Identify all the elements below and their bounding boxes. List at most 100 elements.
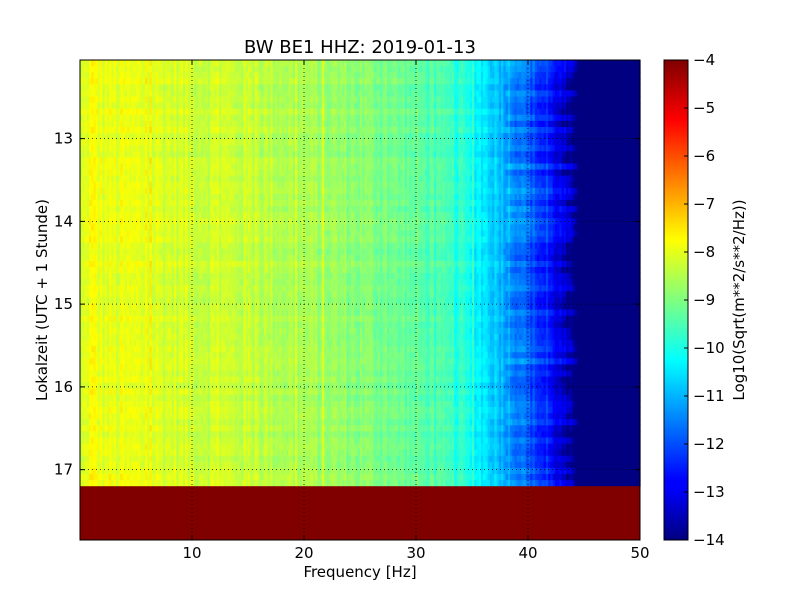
heatmap-cell: [216, 102, 220, 110]
heatmap-cell: [158, 96, 162, 104]
heatmap-cell: [536, 66, 540, 73]
heatmap-cell: [113, 108, 117, 116]
heatmap-cell: [584, 102, 587, 110]
heatmap-cell: [277, 90, 280, 98]
heatmap-cell: [319, 108, 323, 116]
heatmap-cell: [348, 90, 352, 98]
heatmap-cell: [539, 72, 543, 79]
heatmap-cell: [239, 72, 242, 79]
heatmap-cell: [566, 90, 569, 98]
heatmap-cell: [438, 78, 442, 85]
heatmap-cell: [601, 78, 605, 85]
heatmap-cell: [503, 96, 507, 104]
heatmap-cell: [142, 102, 146, 110]
heatmap-cell: [507, 66, 511, 73]
heatmap-cell: [588, 66, 592, 73]
heatmap-cell: [581, 96, 585, 104]
heatmap-cell: [149, 84, 153, 92]
heatmap-cell: [487, 102, 491, 110]
heatmap-cell: [563, 84, 567, 92]
heatmap-cell: [550, 66, 554, 73]
heatmap-cell: [326, 96, 330, 104]
heatmap-cell: [351, 60, 354, 67]
heatmap-cell: [572, 90, 576, 98]
heatmap-cell: [198, 60, 202, 67]
heatmap-cell: [286, 84, 289, 92]
heatmap-cell: [339, 84, 343, 92]
heatmap-cell: [402, 96, 406, 104]
heatmap-cell: [194, 96, 198, 104]
heatmap-cell: [136, 102, 139, 110]
heatmap-cell: [575, 84, 578, 92]
heatmap-cell: [489, 78, 493, 85]
heatmap-cell: [254, 72, 258, 79]
heatmap-cell: [429, 78, 433, 85]
heatmap-cell: [411, 96, 415, 104]
heatmap-cell: [548, 72, 551, 79]
heatmap-cell: [458, 102, 462, 110]
heatmap-cell: [355, 108, 359, 116]
heatmap-cell: [169, 102, 173, 110]
heatmap-cell: [389, 108, 392, 116]
heatmap-cell: [411, 102, 415, 110]
heatmap-cell: [496, 84, 500, 92]
heatmap-cell: [306, 60, 310, 67]
heatmap-cell: [326, 78, 330, 85]
heatmap-cell: [200, 96, 204, 104]
heatmap-cell: [389, 72, 392, 79]
heatmap-cell: [438, 90, 442, 98]
heatmap-cell: [239, 108, 242, 116]
heatmap-cell: [628, 84, 632, 92]
heatmap-cell: [389, 96, 392, 104]
heatmap-cell: [200, 84, 204, 92]
heatmap-cell: [326, 66, 330, 73]
heatmap-cell: [185, 84, 189, 92]
heatmap-cell: [590, 66, 594, 73]
heatmap-cell: [478, 90, 482, 98]
heatmap-cell: [398, 78, 401, 85]
heatmap-cell: [420, 60, 424, 67]
heatmap-cell: [601, 84, 605, 92]
heatmap-cell: [606, 96, 610, 104]
heatmap-cell: [418, 108, 422, 116]
heatmap-cell: [382, 78, 386, 85]
heatmap-cell: [227, 108, 231, 116]
heatmap-cell: [187, 108, 191, 116]
heatmap-cell: [312, 66, 316, 73]
heatmap-cell: [88, 72, 92, 79]
heatmap-cell: [465, 78, 469, 85]
heatmap-cell: [277, 72, 280, 79]
heatmap-cell: [355, 102, 359, 110]
heatmap-cell: [142, 96, 146, 104]
heatmap-cell: [80, 60, 83, 67]
heatmap-cell: [375, 72, 379, 79]
heatmap-cell: [180, 60, 184, 67]
heatmap-cell: [86, 72, 90, 79]
heatmap-cell: [498, 96, 502, 104]
heatmap-cell: [525, 102, 529, 110]
heatmap-cell: [225, 60, 229, 67]
heatmap-cell: [373, 108, 377, 116]
heatmap-cell: [530, 96, 534, 104]
heatmap-cell: [169, 78, 173, 85]
heatmap-cell: [418, 66, 422, 73]
heatmap-cell: [283, 84, 287, 92]
heatmap-cell: [111, 60, 115, 67]
heatmap-cell: [404, 66, 408, 73]
heatmap-cell: [232, 108, 236, 116]
heatmap-cell: [628, 102, 632, 110]
heatmap-cell: [198, 66, 202, 73]
heatmap-cell: [295, 90, 298, 98]
heatmap-cell: [326, 72, 330, 79]
heatmap-cell: [550, 102, 554, 110]
heatmap-cell: [483, 66, 487, 73]
heatmap-cell: [156, 66, 159, 73]
heatmap-cell: [259, 72, 263, 79]
heatmap-cell: [310, 102, 314, 110]
heatmap-cell: [248, 108, 251, 116]
heatmap-cell: [319, 60, 323, 67]
heatmap-cell: [496, 96, 500, 104]
heatmap-cell: [84, 90, 88, 98]
heatmap-cell: [384, 60, 388, 67]
heatmap-cell: [88, 108, 92, 116]
